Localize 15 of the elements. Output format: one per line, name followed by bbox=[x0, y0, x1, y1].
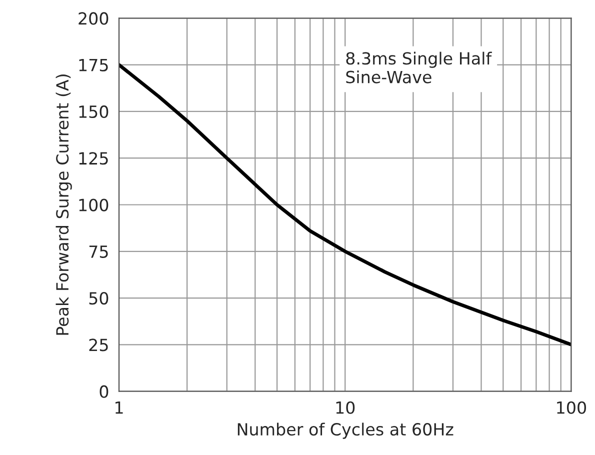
y-tick-label: 75 bbox=[89, 246, 108, 258]
x-tick-label: 1 bbox=[116, 402, 123, 414]
annotation: 8.3ms Single Half Sine-Wave bbox=[346, 52, 492, 84]
y-tick-label: 125 bbox=[79, 152, 108, 165]
y-tick-label: 150 bbox=[79, 105, 108, 118]
x-tick-label: 100 bbox=[557, 401, 586, 414]
x-axis-title: Number of Cycles at 60Hz bbox=[238, 422, 454, 439]
y-tick-label: 50 bbox=[89, 292, 108, 305]
x-tick-label: 10 bbox=[336, 401, 355, 414]
y-tick-label: 25 bbox=[89, 338, 108, 352]
y-tick-label: 0 bbox=[100, 385, 108, 398]
y-tick-label: 200 bbox=[78, 12, 108, 25]
y-axis-title: Peak Forward Surge Current (A) bbox=[56, 74, 72, 335]
y-tick-label: 100 bbox=[79, 198, 108, 212]
y-tick-label: 175 bbox=[79, 59, 108, 72]
